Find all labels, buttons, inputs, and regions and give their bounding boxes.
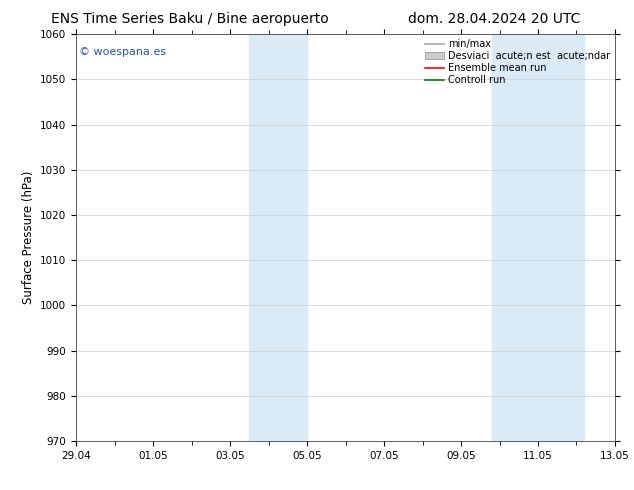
Text: ENS Time Series Baku / Bine aeropuerto: ENS Time Series Baku / Bine aeropuerto [51, 12, 329, 26]
Legend: min/max, Desviaci  acute;n est  acute;ndar, Ensemble mean run, Controll run: min/max, Desviaci acute;n est acute;ndar… [423, 37, 612, 87]
Y-axis label: Surface Pressure (hPa): Surface Pressure (hPa) [22, 171, 34, 304]
Text: dom. 28.04.2024 20 UTC: dom. 28.04.2024 20 UTC [408, 12, 581, 26]
Bar [249, 34, 307, 441]
Bar [492, 34, 584, 441]
Text: © woespana.es: © woespana.es [79, 47, 166, 56]
